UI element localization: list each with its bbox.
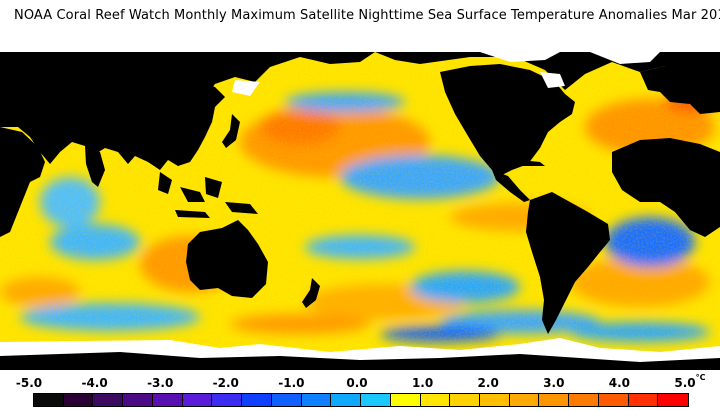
colorbar-tick-label: 5.0 °C	[674, 373, 706, 390]
colorbar-tick-label: 4.0	[608, 376, 631, 390]
colorbar-swatch	[301, 394, 332, 406]
colorbar-swatch	[539, 394, 570, 406]
land-caribbean	[520, 160, 545, 166]
sst-anomaly-map	[0, 52, 720, 370]
map-title: NOAA Coral Reef Watch Monthly Maximum Sa…	[14, 8, 720, 23]
colorbar-swatch	[123, 394, 153, 406]
colorbar-tick-label: -5.0	[15, 376, 43, 390]
units-label: °C	[695, 373, 706, 382]
colorbar-swatch	[93, 394, 124, 406]
colorbar-swatch	[420, 394, 451, 406]
colorbar-swatch	[390, 394, 421, 406]
colorbar-swatch	[450, 394, 481, 406]
colorbar-swatch	[569, 394, 599, 406]
colorbar-tick-label: -4.0	[81, 376, 108, 390]
land-new-zealand	[302, 278, 320, 308]
land-masses	[0, 52, 720, 334]
colorbar-swatch	[658, 394, 689, 406]
colorbar-swatch	[242, 394, 272, 406]
colorbar-swatch	[182, 394, 213, 406]
ice-arctic-north	[480, 52, 660, 64]
colorbar-tick-label: -1.0	[278, 376, 305, 390]
land-antarctica	[0, 352, 720, 370]
colorbar-swatch	[271, 394, 302, 406]
colorbar-tick-label: 2.0	[477, 376, 499, 390]
colorbar-ticks: -5.0 -4.0 -3.0 -2.0 -1.0 0.0 1.0 2.0 3.0 4.0 5.0 °C	[0, 373, 720, 392]
colorbar-tick-label: 3.0	[543, 376, 565, 390]
colorbar-swatch	[628, 394, 659, 406]
colorbar-swatch	[598, 394, 629, 406]
colorbar-tick-label: 0.0	[346, 376, 368, 390]
colorbar-swatch	[212, 394, 243, 406]
colorbar-swatch	[480, 394, 510, 406]
land-asia	[0, 82, 225, 170]
land-africa-east	[0, 127, 45, 237]
colorbar-tick-label: -2.0	[212, 376, 239, 390]
colorbar-swatch	[152, 394, 183, 406]
colorbar-swatch	[63, 394, 94, 406]
land-sea-islands	[158, 172, 258, 218]
land-central-america	[492, 170, 530, 202]
land-australia	[186, 220, 268, 298]
colorbar-swatch	[361, 394, 391, 406]
land-japan	[222, 114, 240, 148]
colorbar-tick-label: 1.0	[411, 376, 434, 390]
land-north-america	[440, 64, 575, 176]
colorbar-tick-label: -3.0	[147, 376, 174, 390]
colorbar-swatch	[509, 394, 540, 406]
land-africa-west	[612, 138, 720, 237]
land-india	[85, 146, 105, 187]
colorbar	[33, 393, 689, 407]
ice-bering	[232, 80, 260, 96]
land-south-america	[526, 192, 610, 334]
colorbar-swatch	[34, 394, 64, 406]
land-europe	[640, 66, 720, 114]
colorbar-swatch	[331, 394, 362, 406]
ice-hudson	[540, 72, 565, 88]
